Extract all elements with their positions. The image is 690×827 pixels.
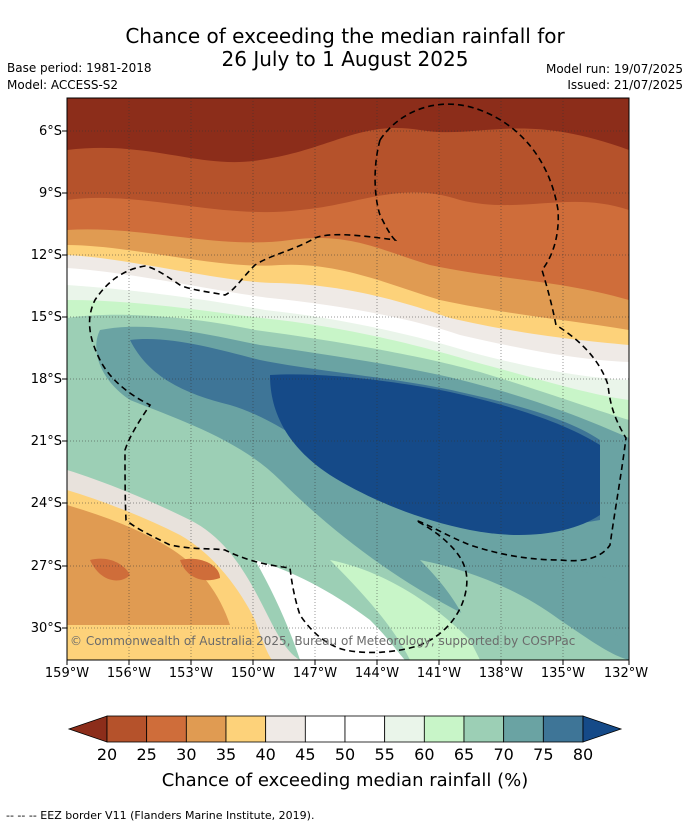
colorbar-tick-label: 65 xyxy=(453,745,475,764)
colorbar-swatch xyxy=(225,715,267,743)
model-run: Model run: 19/07/2025 xyxy=(545,62,683,76)
lon-label: 141°W xyxy=(416,666,462,681)
colorbar-tick-label: 80 xyxy=(572,745,594,764)
lon-label: 156°W xyxy=(106,666,152,681)
copyright-notice: © Commonwealth of Australia 2025, Bureau… xyxy=(70,634,576,648)
colorbar-tick-label: 40 xyxy=(255,745,276,764)
map-title-line1: Chance of exceeding the median rainfall … xyxy=(125,24,565,48)
colorbar-swatch xyxy=(146,715,187,743)
lat-label: 30°S xyxy=(30,621,62,636)
colorbar xyxy=(67,715,623,743)
lon-label: 147°W xyxy=(292,666,338,681)
colorbar-title: Chance of exceeding median rainfall (%) xyxy=(161,770,529,791)
colorbar-tick-label: 25 xyxy=(136,745,157,764)
lat-label: 27°S xyxy=(30,559,62,574)
colorbar-tick-label: 20 xyxy=(96,745,118,764)
map-gridlines xyxy=(67,98,629,660)
axis-ticks xyxy=(62,130,630,665)
colorbar-swatch xyxy=(106,715,148,743)
base-period: Base period: 1981-2018 xyxy=(7,61,152,75)
eez-legend-footer: -- -- -- EEZ border V11 (Flanders Marine… xyxy=(6,809,315,822)
lat-label: 18°S xyxy=(30,372,62,387)
lon-label: 153°W xyxy=(168,666,214,681)
colorbar-swatch xyxy=(503,715,544,743)
colorbar-tick-label: 45 xyxy=(295,745,316,764)
colorbar-tick-label: 35 xyxy=(215,745,237,764)
colorbar-tick-label: 30 xyxy=(176,745,197,764)
colorbar-tick-label: 75 xyxy=(533,745,554,764)
lon-label: 150°W xyxy=(230,666,276,681)
lon-label: 159°W xyxy=(44,666,90,681)
colorbar-swatch xyxy=(542,715,584,743)
colorbar-swatch xyxy=(304,715,346,743)
lon-label: 138°W xyxy=(478,666,524,681)
lat-label: 9°S xyxy=(38,186,62,201)
colorbar-low-arrow xyxy=(67,715,108,743)
colorbar-tick-label: 60 xyxy=(414,745,435,764)
map-title-line2: 26 July to 1 August 2025 xyxy=(221,47,469,71)
colorbar-swatch xyxy=(384,715,425,743)
lat-label: 15°S xyxy=(30,310,62,325)
model-name: Model: ACCESS-S2 xyxy=(7,78,119,92)
rainfall-probability-field xyxy=(67,98,629,660)
lon-label: 135°W xyxy=(540,666,586,681)
lon-label: 144°W xyxy=(354,666,400,681)
colorbar-tick-label: 55 xyxy=(374,745,395,764)
lat-label: 6°S xyxy=(38,124,62,139)
lat-label: 21°S xyxy=(30,434,62,449)
colorbar-high-arrow xyxy=(582,715,623,743)
colorbar-swatch xyxy=(423,715,465,743)
colorbar-swatch xyxy=(185,715,227,743)
lat-label: 24°S xyxy=(30,496,62,511)
colorbar-tick-label: 50 xyxy=(334,745,356,764)
colorbar-tick-label: 70 xyxy=(493,745,514,764)
issued-date: Issued: 21/07/2025 xyxy=(567,78,683,92)
colorbar-swatch xyxy=(265,715,306,743)
colorbar-swatch xyxy=(463,715,505,743)
eez-border-lines xyxy=(88,103,627,654)
lat-label: 12°S xyxy=(30,248,62,263)
lon-label: 132°W xyxy=(603,666,649,681)
colorbar-swatch xyxy=(344,715,386,743)
